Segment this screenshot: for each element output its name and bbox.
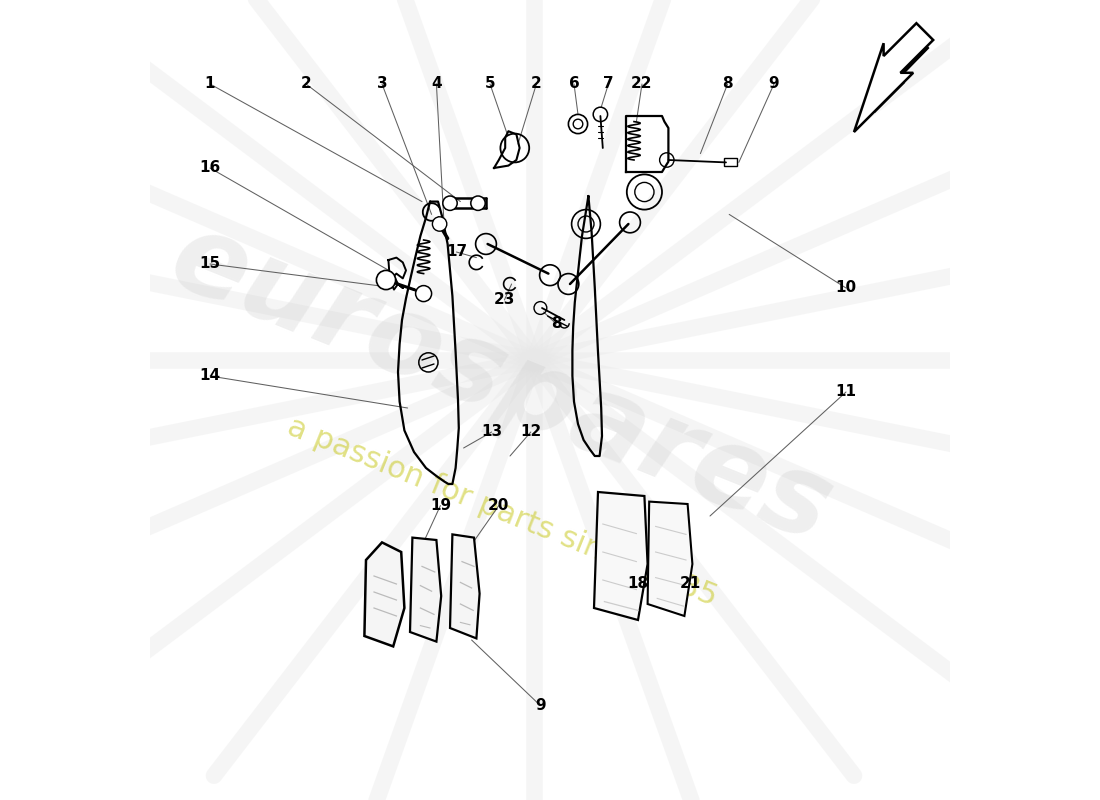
Text: 20: 20 <box>488 498 509 513</box>
Text: 11: 11 <box>836 385 857 399</box>
Text: 23: 23 <box>494 293 515 307</box>
Polygon shape <box>410 538 441 642</box>
Circle shape <box>432 217 447 231</box>
Text: 12: 12 <box>520 425 541 439</box>
Text: 17: 17 <box>446 245 468 259</box>
Text: 18: 18 <box>627 577 649 591</box>
Text: 2: 2 <box>531 77 542 91</box>
Text: 8: 8 <box>723 77 733 91</box>
Text: 7: 7 <box>603 77 614 91</box>
Text: 9: 9 <box>769 77 779 91</box>
Text: a passion for parts since 1985: a passion for parts since 1985 <box>283 412 722 612</box>
Text: 2: 2 <box>300 77 311 91</box>
Polygon shape <box>450 534 480 638</box>
Circle shape <box>376 270 396 290</box>
Circle shape <box>471 196 485 210</box>
Text: 5: 5 <box>485 77 495 91</box>
Polygon shape <box>594 492 648 620</box>
Polygon shape <box>648 502 692 616</box>
Text: 21: 21 <box>680 577 702 591</box>
Text: 3: 3 <box>376 77 387 91</box>
Circle shape <box>416 286 431 302</box>
Bar <box>725 158 737 166</box>
Text: 6: 6 <box>569 77 580 91</box>
Text: 15: 15 <box>199 257 221 271</box>
Text: 19: 19 <box>430 498 451 513</box>
Text: 9: 9 <box>535 698 546 713</box>
Text: 4: 4 <box>431 77 442 91</box>
Circle shape <box>443 196 458 210</box>
Text: 1: 1 <box>205 77 216 91</box>
Text: 16: 16 <box>199 161 221 175</box>
Polygon shape <box>364 542 405 646</box>
Text: eurospares: eurospares <box>156 203 848 565</box>
Text: 22: 22 <box>631 77 652 91</box>
Polygon shape <box>854 23 933 132</box>
Text: 13: 13 <box>481 425 503 439</box>
Text: 14: 14 <box>199 369 221 383</box>
Text: 10: 10 <box>835 281 857 295</box>
Text: 8: 8 <box>551 317 562 331</box>
